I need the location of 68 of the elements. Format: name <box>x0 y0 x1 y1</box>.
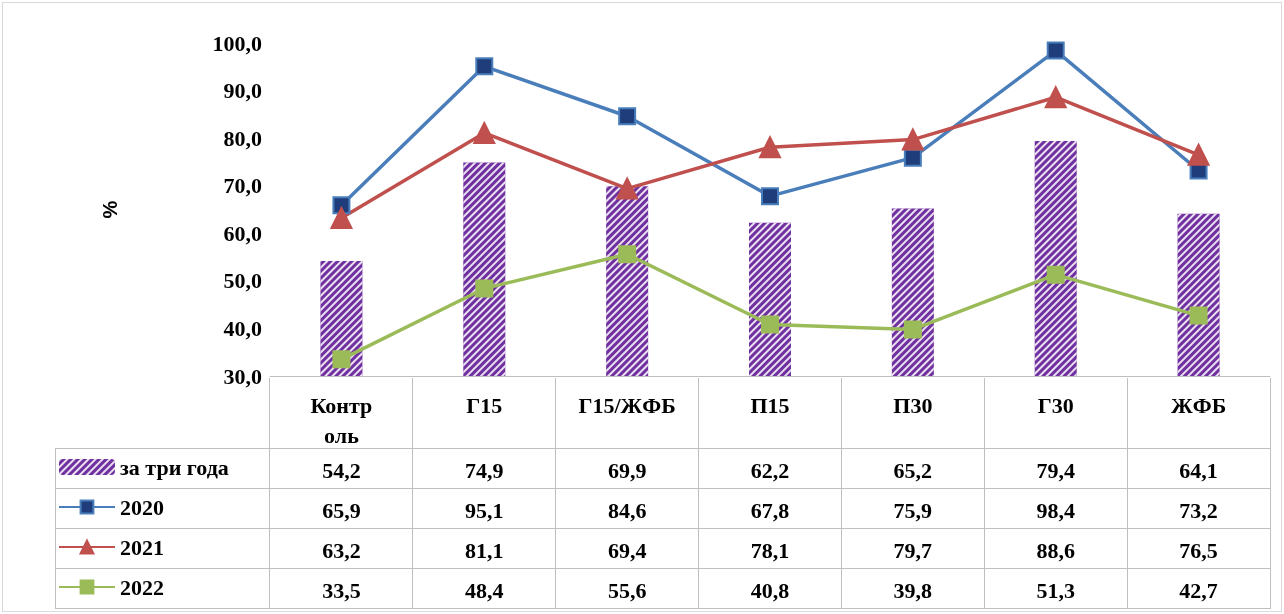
point <box>761 187 779 206</box>
point <box>1046 41 1065 60</box>
data-label: 75,9 <box>893 497 933 523</box>
y-tick-label: 50,0 <box>223 268 262 294</box>
y-tick-label: 60,0 <box>223 220 262 246</box>
data-label: 79,7 <box>893 537 933 563</box>
data-label: 84,6 <box>607 497 647 523</box>
data-label: 39,8 <box>893 577 933 603</box>
data-label: 78,1 <box>750 537 790 563</box>
y-tick-label: 70,0 <box>223 173 262 199</box>
data-label: 69,4 <box>607 537 647 563</box>
data-label: 74,9 <box>465 457 504 483</box>
data-label: 64,1 <box>1179 457 1218 483</box>
x-tick-label: П15 <box>750 392 790 418</box>
data-label: 55,6 <box>607 577 647 603</box>
point <box>616 177 639 200</box>
data-label: 67,8 <box>750 497 790 523</box>
x-tick-label: ЖФБ <box>1170 392 1227 418</box>
point <box>473 121 496 144</box>
x-tick-label: Г15/ЖФБ <box>578 392 676 418</box>
y-axis-title: % <box>99 200 121 219</box>
point <box>618 245 637 264</box>
legend-label: за три года <box>120 454 229 480</box>
data-label: 54,2 <box>322 457 361 483</box>
point <box>332 196 351 215</box>
y-tick-label: 90,0 <box>223 78 262 104</box>
data-label: 69,9 <box>607 457 647 483</box>
data-label: 98,4 <box>1036 497 1075 523</box>
data-label: 95,1 <box>465 497 504 523</box>
x-tick-label: Г15 <box>466 392 503 418</box>
data-label: 42,7 <box>1179 577 1218 603</box>
x-tick-label: П30 <box>893 392 933 418</box>
legend-label: 2020 <box>120 494 164 520</box>
y-tick-label: 100,0 <box>212 30 262 56</box>
data-label: 40,8 <box>750 577 790 603</box>
point <box>761 315 779 334</box>
data-label: 48,4 <box>465 577 504 603</box>
point <box>903 320 922 339</box>
point <box>475 279 494 298</box>
x-tick-label: Контроль <box>310 392 373 448</box>
x-tick-label: Г30 <box>1037 392 1074 418</box>
point <box>618 107 637 126</box>
y-tick-label: 30,0 <box>223 363 262 389</box>
data-label: 79,4 <box>1036 457 1075 483</box>
point <box>901 128 924 151</box>
data-label: 73,2 <box>1179 497 1218 523</box>
point <box>1046 265 1065 284</box>
data-label: 81,1 <box>465 537 504 563</box>
point <box>475 57 494 76</box>
point <box>1187 143 1210 166</box>
data-label: 65,2 <box>893 457 933 483</box>
y-tick-label: 80,0 <box>223 125 262 151</box>
point <box>330 207 353 230</box>
legend-label: 2021 <box>120 534 164 560</box>
data-label: 33,5 <box>322 577 361 603</box>
legend-label: 2022 <box>120 574 164 600</box>
data-label: 51,3 <box>1036 577 1075 603</box>
point <box>903 148 922 167</box>
data-label: 63,2 <box>322 537 361 563</box>
point <box>1189 306 1208 325</box>
data-label: 76,5 <box>1179 537 1218 563</box>
y-tick-label: 40,0 <box>223 315 262 341</box>
data-label: 62,2 <box>750 457 790 483</box>
point <box>759 136 781 159</box>
data-label: 88,6 <box>1036 537 1075 563</box>
point <box>332 350 351 369</box>
point <box>1044 86 1067 109</box>
data-label: 65,9 <box>322 497 361 523</box>
